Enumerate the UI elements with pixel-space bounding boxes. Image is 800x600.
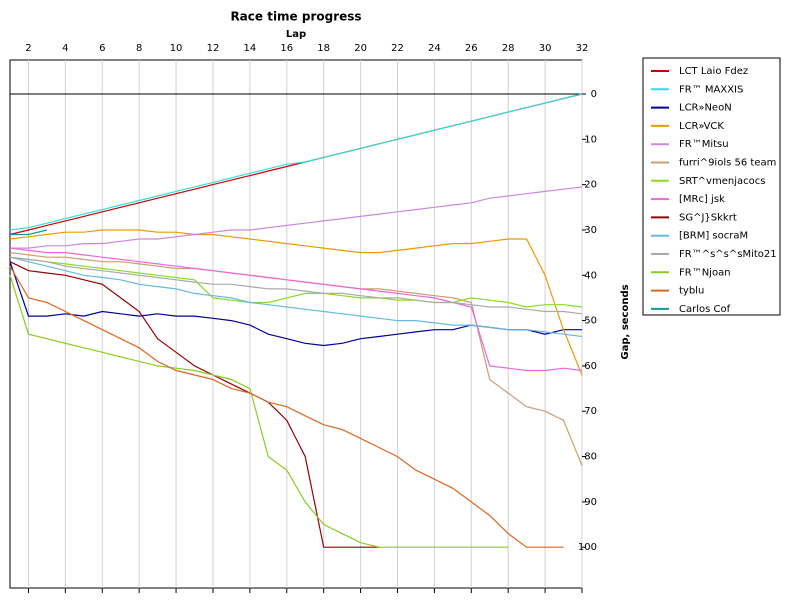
- legend-label: FR™^s^s^sMito21: [679, 249, 777, 260]
- y-tick-label: 10: [584, 134, 597, 145]
- legend-label: LCR»VCK: [679, 121, 724, 132]
- x-tick-label: 12: [207, 43, 220, 54]
- y-tick-label: 70: [584, 406, 597, 417]
- y-tick-label: 80: [584, 452, 597, 463]
- chart-title: Race time progress: [230, 10, 361, 24]
- legend-label: [MRc] jsk: [679, 194, 725, 205]
- series-line: [9, 265, 564, 548]
- x-tick-label: 28: [502, 43, 515, 54]
- x-tick-label: 8: [136, 43, 142, 54]
- x-tick-label: 2: [25, 43, 31, 54]
- y-tick-label: 90: [584, 497, 597, 508]
- y-tick-label: 100: [578, 542, 597, 553]
- series-line: [9, 256, 583, 338]
- x-tick-label: 6: [99, 43, 105, 54]
- x-tick-label: 30: [539, 43, 552, 54]
- legend-label: [BRM] socraM: [679, 231, 748, 242]
- y-tick-label: 40: [584, 270, 597, 281]
- legend-label: FR™Njoan: [679, 267, 731, 278]
- x-tick-label: 26: [465, 43, 478, 54]
- series-line: [9, 229, 583, 376]
- y-tick-label: 30: [584, 225, 597, 236]
- y-axis-label: Gap, seconds: [620, 284, 631, 359]
- x-tick-label: 22: [391, 43, 404, 54]
- x-tick-label: 16: [280, 43, 293, 54]
- legend-label: tyblu: [679, 286, 704, 297]
- legend-label: LCT Laio Fdez: [679, 66, 748, 77]
- series-line: [9, 275, 509, 548]
- legend-label: SG^J}Skkrt: [679, 212, 737, 223]
- legend-label: Carlos Cof: [679, 304, 731, 315]
- series-line: [9, 93, 583, 231]
- legend-label: FR™Mitsu: [679, 139, 729, 150]
- x-tick-label: 4: [62, 43, 68, 54]
- legend-label: FR™ MAXXIS: [679, 84, 743, 95]
- series-line: [9, 256, 583, 315]
- series-line: [10, 229, 48, 236]
- x-axis-label: Lap: [286, 29, 306, 40]
- series-line: [9, 256, 583, 308]
- y-tick-label: 20: [584, 180, 597, 191]
- y-tick-label: 50: [584, 316, 597, 327]
- legend-label: LCR»NeoN: [679, 103, 732, 114]
- x-tick-label: 10: [170, 43, 183, 54]
- legend-label: furri^9iols 56 team: [679, 158, 776, 169]
- x-tick-label: 14: [244, 43, 257, 54]
- x-tick-label: 20: [354, 43, 367, 54]
- legend-label: SRT^vmenjacocs: [679, 176, 765, 187]
- y-tick-label: 60: [584, 361, 597, 372]
- x-tick-label: 18: [317, 43, 330, 54]
- x-tick-label: 32: [576, 43, 589, 54]
- x-tick-label: 24: [428, 43, 441, 54]
- series-line: [10, 186, 583, 249]
- y-tick-label: 0: [591, 89, 597, 100]
- series-line: [9, 247, 583, 372]
- plot-area: [9, 59, 583, 589]
